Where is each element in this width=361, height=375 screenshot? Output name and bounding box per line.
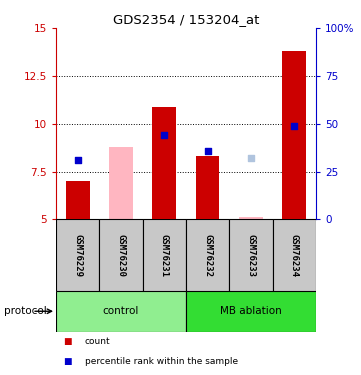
Text: count: count: [85, 337, 110, 346]
Text: GSM76233: GSM76233: [247, 234, 255, 276]
Text: MB ablation: MB ablation: [220, 306, 282, 316]
Bar: [273, 219, 316, 291]
Bar: [66, 181, 90, 219]
Bar: [229, 219, 273, 291]
Bar: [186, 219, 229, 291]
Bar: [56, 219, 99, 291]
Text: GSM76232: GSM76232: [203, 234, 212, 276]
Text: GSM76231: GSM76231: [160, 234, 169, 276]
Point: [205, 147, 210, 153]
Point: [291, 123, 297, 129]
Point: [75, 157, 81, 163]
Point: [248, 155, 254, 161]
Text: protocol: protocol: [4, 306, 46, 316]
Text: percentile rank within the sample: percentile rank within the sample: [85, 357, 238, 366]
Bar: [186, 291, 316, 332]
Bar: [152, 106, 176, 219]
Text: ■: ■: [63, 357, 72, 366]
Title: GDS2354 / 153204_at: GDS2354 / 153204_at: [113, 13, 259, 26]
Bar: [99, 219, 143, 291]
Point: [161, 132, 167, 138]
Bar: [239, 216, 263, 219]
Bar: [282, 51, 306, 219]
Text: GSM76230: GSM76230: [117, 234, 125, 276]
Bar: [56, 291, 186, 332]
Bar: [196, 156, 219, 219]
Bar: [109, 147, 133, 219]
Text: GSM76229: GSM76229: [73, 234, 82, 276]
Text: ■: ■: [63, 337, 72, 346]
Text: GSM76234: GSM76234: [290, 234, 299, 276]
Text: control: control: [103, 306, 139, 316]
Bar: [143, 219, 186, 291]
